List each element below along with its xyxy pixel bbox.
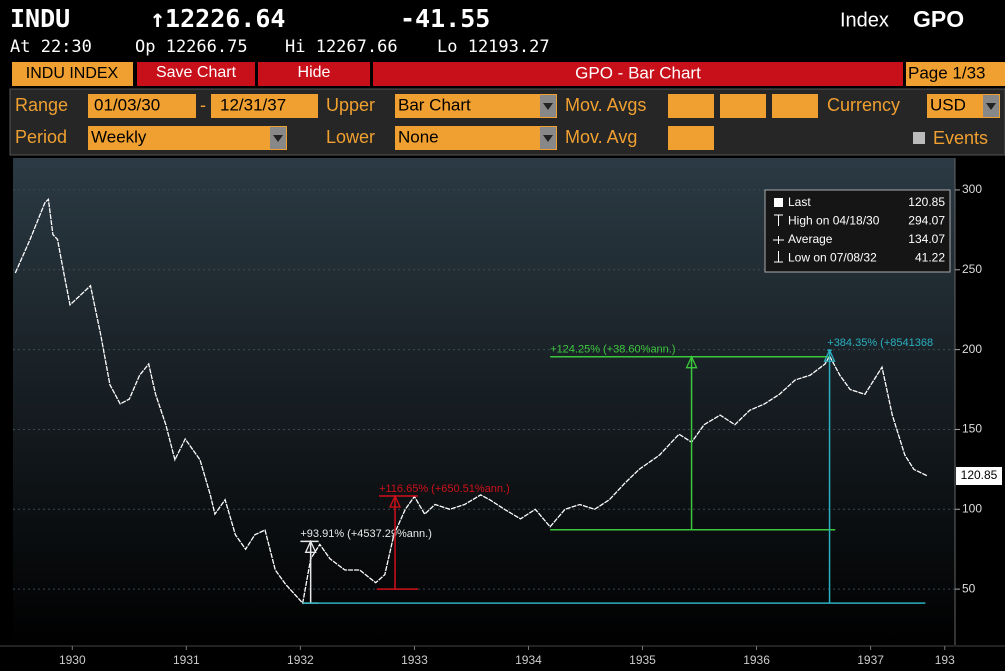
legend-label: Last xyxy=(788,195,811,209)
period[interactable]: Weekly xyxy=(91,127,147,146)
mov-avg-input[interactable] xyxy=(668,94,714,118)
title-bar xyxy=(373,62,903,86)
y-tick-label: 150 xyxy=(962,422,982,436)
x-tick-label: 1930 xyxy=(59,653,86,667)
x-tick-label: 1936 xyxy=(743,653,770,667)
save-label[interactable]: Save Chart xyxy=(156,64,237,81)
annotation-label: +93.91% (+4537.29%ann.) xyxy=(300,528,432,540)
page[interactable]: Page 1/33 xyxy=(908,63,986,82)
range-label: Range xyxy=(15,95,68,115)
price-line xyxy=(14,198,928,605)
mov-avg-input[interactable] xyxy=(720,94,766,118)
page-box[interactable] xyxy=(906,62,1005,86)
time: At 22:30 xyxy=(10,37,92,57)
dropdown-arrow xyxy=(986,103,996,110)
last-price-tag xyxy=(956,466,1002,485)
range-from[interactable]: 01/03/30 xyxy=(94,95,160,114)
legend-icon xyxy=(774,214,783,226)
legend: Last 120.85 High on 04/18/30 294.07 Average 1… xyxy=(764,189,951,273)
annotation-label: +384.35% (+8541368 xyxy=(827,337,933,349)
lower-select[interactable] xyxy=(395,126,557,150)
range-to[interactable]: 12/31/37 xyxy=(220,95,286,114)
mov-avg-input[interactable] xyxy=(772,94,818,118)
open: Op 12266.75 xyxy=(135,37,248,57)
function-code: GPO xyxy=(913,6,964,32)
ticker: INDU xyxy=(10,4,70,33)
legend-value: 120.85 xyxy=(908,195,945,209)
toolbar-title: GPO - Bar Chart xyxy=(575,63,701,82)
lower-label: Lower xyxy=(326,127,375,147)
y-tick-label: 50 xyxy=(962,581,976,595)
upper[interactable]: Bar Chart xyxy=(398,95,471,114)
period-select[interactable] xyxy=(88,126,287,150)
asset-class: Index xyxy=(840,9,889,31)
security-box[interactable] xyxy=(12,62,133,86)
y-tick-label: 200 xyxy=(962,342,982,356)
price: ↑12226.64 xyxy=(150,4,285,33)
hide-label[interactable]: Hide xyxy=(298,64,331,81)
period-label: Period xyxy=(15,127,67,147)
legend-icon xyxy=(774,198,783,207)
x-tick-label: 1931 xyxy=(173,653,200,667)
range-from-input[interactable] xyxy=(88,94,196,118)
last-price-label: 120.85 xyxy=(961,468,998,482)
dropdown-arrow xyxy=(543,135,553,142)
legend-label: High on 04/18/30 xyxy=(788,214,880,228)
lower[interactable]: None xyxy=(398,127,439,146)
currency[interactable]: USD xyxy=(930,95,966,114)
events-checkbox[interactable] xyxy=(913,132,925,144)
annotation-arrow xyxy=(823,348,836,362)
annotation-label: +124.25% (+38.60%ann.) xyxy=(550,344,675,356)
range-sep: - xyxy=(200,95,206,115)
high: Hi 12267.66 xyxy=(285,37,398,57)
y-tick-label: 250 xyxy=(962,262,982,276)
annotation-arrow xyxy=(304,539,317,553)
low: Lo 12193.27 xyxy=(437,37,550,57)
save-button[interactable] xyxy=(137,62,255,86)
annotation-arrow xyxy=(389,494,402,508)
range-to-input[interactable] xyxy=(211,94,318,118)
change: -41.55 xyxy=(400,4,490,33)
chart: 50 100 150 200 250 300 1930 1931 1932 1933 1934 193… xyxy=(13,182,982,667)
events-label[interactable]: Events xyxy=(933,128,988,148)
x-tick-label: 1935 xyxy=(629,653,656,667)
upper-select[interactable] xyxy=(395,94,557,118)
legend-value: 41.22 xyxy=(915,251,945,265)
mov-avg-label: Mov. Avg xyxy=(565,127,637,147)
legend-value: 134.07 xyxy=(908,232,945,246)
mov-avgs-label: Mov. Avgs xyxy=(565,95,646,115)
x-tick-label: 1937 xyxy=(857,653,884,667)
legend-icon xyxy=(773,236,784,244)
legend-label: Low on 07/08/32 xyxy=(788,251,877,265)
legend-icon xyxy=(774,251,783,263)
legend-label: Average xyxy=(788,232,833,246)
y-tick-label: 300 xyxy=(962,182,982,196)
x-tick-label: 1934 xyxy=(515,653,542,667)
legend-value: 294.07 xyxy=(908,214,945,228)
dropdown-arrow xyxy=(273,135,283,142)
hide-button[interactable] xyxy=(258,62,370,86)
x-tick-label: 1933 xyxy=(401,653,428,667)
upper-label: Upper xyxy=(326,95,375,115)
legend-box xyxy=(764,189,951,273)
dropdown-arrow xyxy=(543,103,553,110)
y-tick-label: 100 xyxy=(962,501,982,515)
annotation-arrow xyxy=(685,355,698,369)
annotation-label: +116.65% (+650.51%ann.) xyxy=(379,483,510,495)
security[interactable]: INDU INDEX xyxy=(26,65,119,82)
mov-avg-input[interactable] xyxy=(668,126,714,150)
x-tick-label: 1932 xyxy=(287,653,314,667)
x-tick-label: 193 xyxy=(935,653,955,667)
currency-label: Currency xyxy=(827,95,900,115)
